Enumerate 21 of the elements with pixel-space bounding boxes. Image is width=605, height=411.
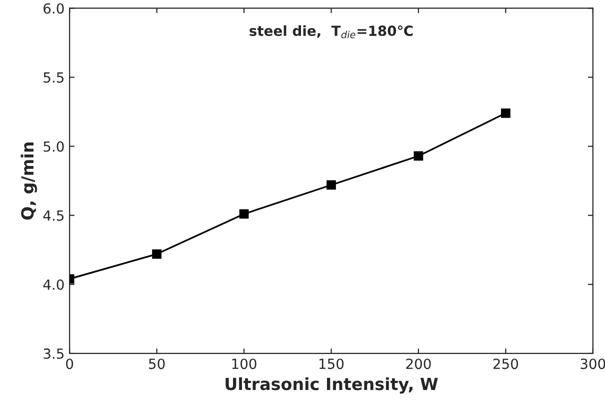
point (500, 108, 510, 118)
y-tick-label: 4.5 (43, 210, 64, 221)
x-tick-label: 50 (149, 358, 165, 370)
x-tick-label: 0 (66, 358, 74, 370)
x-tick-label: 150 (320, 358, 344, 370)
x-tick-label: 250 (493, 358, 518, 370)
x-axis-title: Ultrasonic Intensity, W (226, 377, 438, 394)
annotation: steel die, T$_{die}$=180℃ (250, 25, 413, 38)
point (239, 209, 249, 219)
y-tick-label: 5.5 (44, 72, 64, 83)
y-tick-label: 4.0 (43, 279, 64, 290)
x-tick-label: 100 (232, 358, 256, 370)
point (326, 180, 336, 190)
point (152, 249, 162, 259)
y-tick-label: 6.0 (44, 3, 64, 14)
point (414, 151, 424, 161)
x-tick-label: 300 (580, 358, 605, 370)
y-axis-title: Q, g/min (20, 142, 38, 220)
y-tick-label: 3.5 (44, 348, 64, 359)
y-tick-label: 5.0 (44, 141, 64, 152)
x-tick-label: 200 (406, 358, 431, 370)
